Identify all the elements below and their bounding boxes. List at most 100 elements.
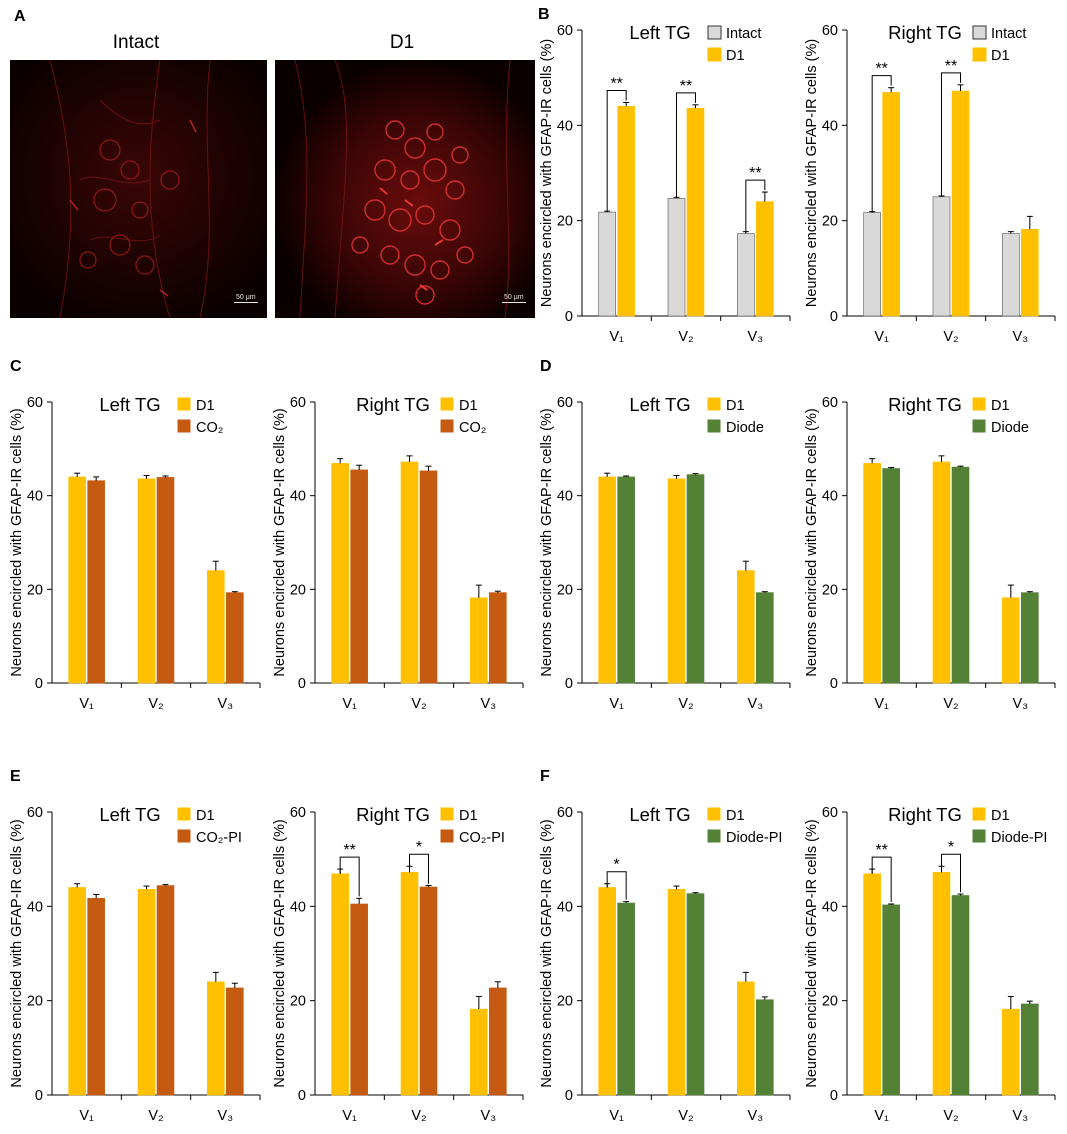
x-tick-label: V₂ bbox=[678, 329, 693, 345]
legend-label: D1 bbox=[726, 398, 745, 414]
chart-title: Right TG bbox=[356, 804, 430, 825]
x-tick-label: V₂ bbox=[411, 696, 426, 712]
chart-b-left-tg: Neurons encircled with GFAP-IR cells (%)… bbox=[539, 22, 791, 345]
x-tick-label: V₃ bbox=[218, 1108, 234, 1124]
significance-bracket bbox=[606, 89, 627, 213]
x-tick-label: V₂ bbox=[148, 696, 163, 712]
y-tick-label: 60 bbox=[27, 805, 43, 821]
legend-label: CO₂ bbox=[196, 420, 223, 436]
significance-label: ** bbox=[343, 842, 355, 859]
bar-co- bbox=[226, 592, 244, 684]
bar-diode bbox=[756, 592, 774, 684]
bar-d1 bbox=[737, 570, 755, 684]
y-tick-label: 20 bbox=[557, 994, 573, 1010]
x-tick-label: V₃ bbox=[1013, 1108, 1029, 1124]
legend-label: Intact bbox=[726, 26, 761, 42]
bar-co-pi bbox=[419, 886, 438, 1096]
legend-label: Intact bbox=[991, 26, 1026, 42]
legend-label: D1 bbox=[726, 808, 745, 824]
micrograph-d1: 50 μm bbox=[275, 60, 535, 318]
y-tick-label: 60 bbox=[290, 805, 306, 821]
legend-swatch bbox=[707, 419, 721, 433]
y-tick-label: 20 bbox=[290, 994, 306, 1010]
legend-label: Diode bbox=[991, 420, 1029, 436]
bar-d1 bbox=[68, 476, 86, 684]
x-tick-label: V₃ bbox=[481, 1108, 497, 1124]
significance-bracket bbox=[871, 75, 892, 213]
bar-d1 bbox=[207, 570, 225, 684]
chart-d-left-tg: Neurons encircled with GFAP-IR cells (%)… bbox=[539, 394, 791, 712]
x-tick-label: V₁ bbox=[342, 1108, 357, 1124]
scale-bar-intact bbox=[234, 302, 258, 303]
y-tick-label: 60 bbox=[557, 23, 573, 39]
bar-d1 bbox=[617, 105, 635, 317]
bar-intact bbox=[598, 211, 616, 317]
x-tick-label: V₁ bbox=[874, 329, 889, 345]
bar-diode-pi bbox=[951, 895, 970, 1096]
chart-f-left-tg: Neurons encircled with GFAP-IR cells (%)… bbox=[539, 804, 791, 1124]
y-tick-label: 20 bbox=[27, 994, 43, 1010]
bar-d1 bbox=[598, 887, 616, 1096]
bar-diode bbox=[686, 474, 705, 684]
bar-d1 bbox=[932, 872, 951, 1096]
legend-swatch bbox=[707, 397, 721, 411]
bar-diode-pi bbox=[1021, 1003, 1039, 1096]
x-tick-label: V₂ bbox=[678, 696, 693, 712]
x-tick-label: V₂ bbox=[411, 1108, 426, 1124]
significance-label: ** bbox=[875, 842, 887, 859]
x-tick-label: V₁ bbox=[342, 696, 357, 712]
scale-bar-label-intact: 50 μm bbox=[236, 294, 256, 301]
y-tick-label: 0 bbox=[298, 1088, 306, 1104]
y-tick-label: 0 bbox=[830, 1088, 838, 1104]
y-tick-label: 60 bbox=[822, 395, 838, 411]
legend-swatch bbox=[707, 829, 721, 843]
x-tick-label: V₁ bbox=[609, 696, 624, 712]
y-axis-label: Neurons encircled with GFAP-IR cells (%) bbox=[9, 819, 25, 1087]
bar-co-pi bbox=[156, 885, 175, 1096]
legend-label: CO₂ bbox=[459, 420, 486, 436]
legend-label: Diode-PI bbox=[991, 830, 1047, 846]
significance-bracket bbox=[339, 856, 360, 897]
y-tick-label: 20 bbox=[822, 994, 838, 1010]
legend-label: D1 bbox=[459, 398, 478, 414]
panel-letter-e: E bbox=[10, 768, 21, 785]
bar-co-pi bbox=[350, 903, 368, 1096]
legend-swatch bbox=[177, 829, 191, 843]
bar-co- bbox=[419, 470, 438, 684]
y-axis-label: Neurons encircled with GFAP-IR cells (%) bbox=[9, 408, 25, 676]
legend-swatch bbox=[707, 807, 721, 821]
micrograph-d1-image bbox=[275, 60, 535, 318]
x-tick-label: V₃ bbox=[748, 329, 764, 345]
legend-swatch bbox=[177, 419, 191, 433]
chart-title: Right TG bbox=[888, 22, 962, 43]
bar-diode bbox=[1021, 592, 1039, 684]
legend-label: D1 bbox=[196, 398, 215, 414]
micrograph-title-intact: Intact bbox=[112, 32, 160, 53]
bar-diode-pi bbox=[617, 902, 635, 1096]
bar-intact bbox=[737, 233, 755, 317]
bar-d1 bbox=[951, 90, 970, 317]
panel-letter-f: F bbox=[540, 768, 550, 785]
bar-d1 bbox=[207, 981, 225, 1096]
bar-d1 bbox=[137, 478, 156, 684]
chart-e-left-tg: Neurons encircled with GFAP-IR cells (%)… bbox=[9, 804, 261, 1124]
bar-co- bbox=[350, 469, 368, 684]
micrograph-title-d1: D1 bbox=[389, 32, 415, 53]
y-axis-label: Neurons encircled with GFAP-IR cells (%) bbox=[804, 408, 820, 676]
significance-bracket bbox=[941, 853, 961, 893]
chart-title: Left TG bbox=[629, 22, 690, 43]
y-tick-label: 40 bbox=[557, 118, 573, 134]
y-tick-label: 60 bbox=[822, 805, 838, 821]
y-tick-label: 40 bbox=[822, 118, 838, 134]
micrograph-intact: 50 μm bbox=[10, 60, 267, 318]
y-tick-label: 0 bbox=[565, 309, 573, 325]
y-tick-label: 0 bbox=[565, 676, 573, 692]
bar-d1 bbox=[331, 873, 349, 1096]
y-axis-label: Neurons encircled with GFAP-IR cells (%) bbox=[272, 408, 288, 676]
bar-d1 bbox=[137, 889, 156, 1096]
legend-label: D1 bbox=[991, 48, 1010, 64]
bar-d1 bbox=[882, 92, 900, 317]
bar-co-pi bbox=[489, 987, 507, 1096]
bar-d1 bbox=[667, 478, 686, 684]
